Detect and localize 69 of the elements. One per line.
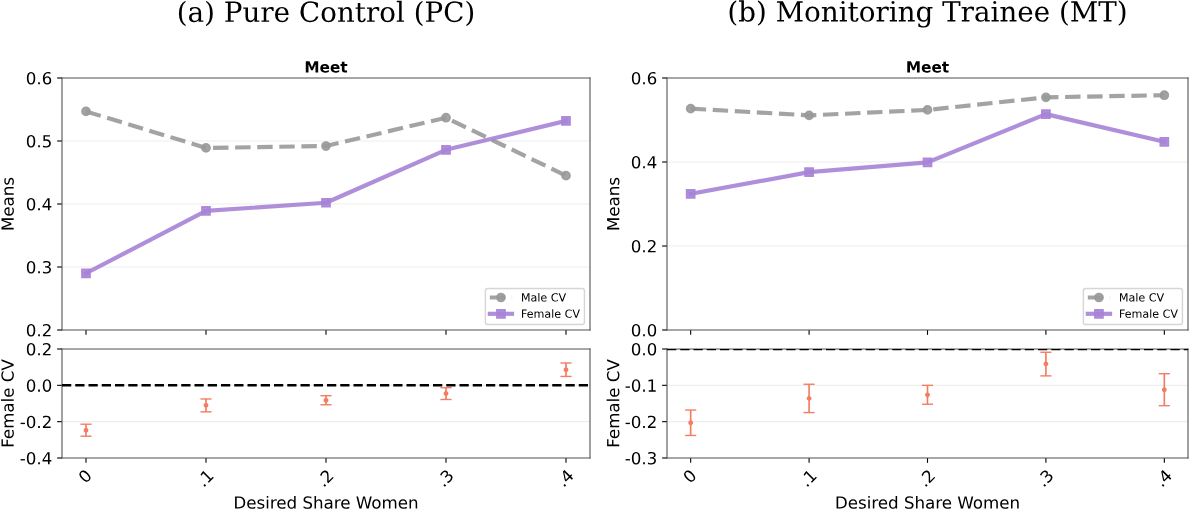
y-axis-title: Means [1, 177, 14, 230]
point [441, 112, 451, 123]
point [561, 115, 571, 126]
chart-subtitle: Meet [907, 61, 949, 73]
x-tick-label: .2 [917, 469, 936, 487]
y-axis-title: Female CV [0, 359, 14, 447]
point [1161, 387, 1167, 393]
y-tick-label: -0.4 [20, 451, 52, 465]
point [563, 367, 569, 373]
point [321, 197, 331, 208]
point [1159, 136, 1170, 147]
chart-subtitle: Meet [305, 61, 348, 73]
point [81, 268, 91, 279]
y-tick-label: 0.6 [631, 71, 657, 85]
x-tick-label: 0 [682, 468, 698, 484]
legend-label: Male CV [1120, 292, 1165, 302]
point [685, 103, 696, 114]
y-tick-label: 0.0 [631, 342, 657, 356]
x-axis-title: Desired Share Women [836, 495, 1019, 509]
point [688, 420, 694, 426]
x-tick-label: 0 [77, 468, 93, 484]
y-tick-label: -0.2 [20, 415, 51, 429]
point [804, 167, 814, 177]
point [1041, 109, 1051, 119]
y-tick-label: 0.3 [26, 260, 51, 274]
y-tick-label: -0.2 [625, 415, 656, 429]
y-tick-label: 0.2 [26, 342, 51, 356]
point [925, 392, 930, 398]
y-tick-label: 0.4 [26, 197, 52, 211]
y-tick-label: 0.0 [26, 379, 52, 392]
x-tick-label: .3 [436, 468, 455, 487]
point [1159, 90, 1170, 101]
point [1041, 92, 1051, 103]
point [201, 206, 211, 216]
legend-label: Male CV [522, 292, 567, 302]
x-tick-label: .3 [1036, 468, 1055, 487]
point [806, 396, 812, 401]
y-tick-label: 0.4 [631, 155, 657, 169]
x-tick-label: .4 [556, 468, 575, 487]
point [804, 110, 814, 121]
chart-title: (a) Pure Control (PC) [178, 0, 474, 27]
point [561, 170, 571, 181]
legend-label: Female CV [1120, 309, 1178, 318]
point [922, 105, 933, 115]
y-tick-label: 0.6 [26, 71, 52, 85]
point [201, 143, 211, 153]
y-tick-label: 0.2 [26, 323, 51, 337]
x-tick-label: .1 [799, 469, 817, 487]
x-axis-title: Desired Share Women [235, 495, 418, 509]
y-tick-label: 0.0 [631, 323, 657, 337]
point [1043, 361, 1049, 367]
point [81, 106, 91, 117]
y-tick-label: -0.1 [625, 379, 656, 392]
y-axis-title: Female CV [606, 359, 620, 447]
point [203, 402, 209, 408]
point [321, 141, 331, 151]
point [685, 189, 696, 199]
y-axis-title: Means [607, 177, 620, 230]
y-tick-label: -0.3 [625, 451, 656, 465]
chart-title: (b) Monitoring Trainee (MT) [729, 0, 1126, 28]
x-tick-label: .2 [316, 469, 334, 487]
x-tick-label: .1 [196, 469, 214, 487]
x-tick-label: .4 [1154, 468, 1173, 487]
legend-label: Female CV [522, 309, 580, 318]
y-tick-label: 0.5 [26, 134, 51, 148]
point [83, 427, 89, 433]
y-tick-label: 0.2 [631, 239, 656, 253]
point [443, 391, 449, 396]
point [441, 144, 451, 155]
